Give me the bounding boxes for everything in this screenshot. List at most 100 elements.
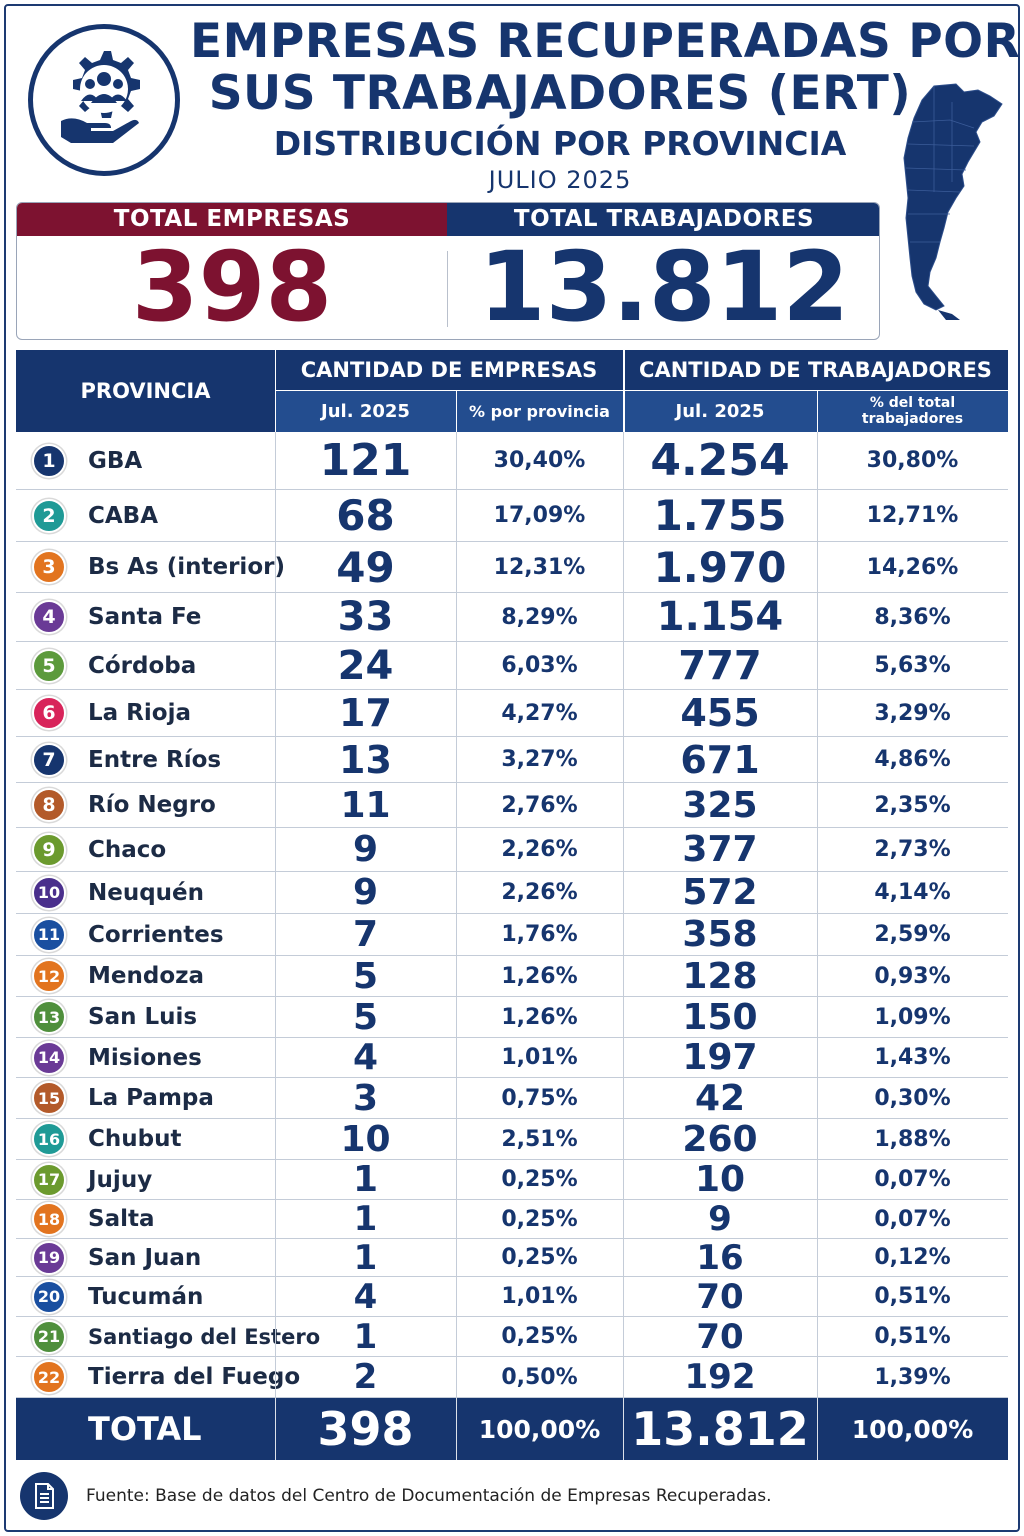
table-row: 5 Córdoba 24 6,03% 777 5,63% bbox=[16, 642, 1008, 690]
column-divider bbox=[456, 1357, 457, 1397]
col-header-trabajadores-pct-line1: % del total bbox=[869, 395, 956, 411]
row-trabajadores: 1.970 bbox=[653, 542, 787, 592]
row-provincia: 15 La Pampa bbox=[16, 1078, 275, 1118]
total-empresas-value: 398 bbox=[131, 231, 333, 340]
row-pct-trabajadores: 3,29% bbox=[874, 700, 951, 726]
row-pct-empresas: 1,26% bbox=[501, 1004, 578, 1030]
row-provincia: 18 Salta bbox=[16, 1200, 275, 1238]
column-divider bbox=[817, 642, 818, 689]
row-provincia: 8 Río Negro bbox=[16, 783, 275, 827]
rank-badge: 10 bbox=[32, 875, 66, 910]
row-pct-empresas: 1,76% bbox=[501, 922, 578, 947]
province-name: Neuquén bbox=[88, 879, 205, 906]
row-pct-trabajadores: 8,36% bbox=[874, 604, 951, 630]
column-divider bbox=[275, 828, 276, 871]
row-trabajadores: 16 bbox=[696, 1237, 744, 1278]
column-divider bbox=[456, 997, 457, 1037]
row-trabajadores: 70 bbox=[696, 1276, 744, 1317]
column-divider bbox=[275, 1078, 276, 1118]
row-pct-empresas: 2,76% bbox=[501, 792, 578, 818]
column-divider bbox=[456, 690, 457, 736]
source-note: Fuente: Base de datos del Centro de Docu… bbox=[86, 1486, 772, 1506]
column-divider bbox=[817, 593, 818, 641]
row-provincia: 19 San Juan bbox=[16, 1239, 275, 1276]
rank-badge: 16 bbox=[32, 1122, 66, 1156]
rank-badge: 12 bbox=[32, 959, 66, 993]
row-trabajadores: 150 bbox=[682, 996, 758, 1038]
row-provincia: 13 San Luis bbox=[16, 997, 275, 1037]
total-pct-empresas: 100,00% bbox=[478, 1414, 601, 1444]
column-divider bbox=[817, 490, 818, 541]
table-row: 14 Misiones 4 1,01% 197 1,43% bbox=[16, 1037, 1008, 1078]
column-divider bbox=[817, 1160, 818, 1199]
row-pct-empresas: 17,09% bbox=[493, 503, 586, 528]
province-name: Jujuy bbox=[88, 1166, 153, 1193]
row-provincia: 22 Tierra del Fuego bbox=[16, 1357, 300, 1397]
column-divider bbox=[817, 956, 818, 996]
column-divider bbox=[817, 690, 818, 736]
province-name: San Luis bbox=[88, 1004, 198, 1030]
header-divider bbox=[623, 350, 625, 432]
column-divider bbox=[275, 490, 276, 541]
page-title-line2: SUS TRABAJADORES (ERT) bbox=[208, 66, 912, 121]
rank-badge: 7 bbox=[32, 742, 66, 777]
rank-badge: 2 bbox=[32, 498, 66, 533]
row-pct-empresas: 1,26% bbox=[501, 963, 578, 989]
row-trabajadores: 128 bbox=[682, 955, 758, 997]
column-divider bbox=[275, 1277, 276, 1316]
row-provincia: 10 Neuquén bbox=[16, 872, 275, 913]
row-pct-empresas: 0,50% bbox=[501, 1364, 578, 1390]
page-date: JULIO 2025 bbox=[488, 166, 632, 194]
province-name: Chubut bbox=[88, 1126, 182, 1152]
table-row: 1 GBA 121 30,40% 4.254 30,80% bbox=[16, 432, 1008, 490]
row-pct-empresas: 0,25% bbox=[501, 1324, 578, 1349]
row-pct-empresas: 2,26% bbox=[501, 880, 578, 905]
column-divider bbox=[623, 1277, 624, 1316]
row-trabajadores: 70 bbox=[696, 1316, 744, 1357]
row-provincia: 21 Santiago del Estero bbox=[16, 1317, 320, 1356]
row-provincia: 5 Córdoba bbox=[16, 642, 275, 689]
table-row: 8 Río Negro 11 2,76% 325 2,35% bbox=[16, 783, 1008, 828]
column-divider bbox=[456, 1078, 457, 1118]
row-pct-trabajadores: 1,43% bbox=[874, 1045, 951, 1070]
row-empresas: 33 bbox=[337, 594, 394, 640]
row-empresas: 9 bbox=[352, 872, 379, 913]
column-divider bbox=[623, 1357, 624, 1397]
row-pct-empresas: 1,01% bbox=[501, 1045, 578, 1070]
province-name: Santa Fe bbox=[88, 604, 202, 630]
row-trabajadores: 4.254 bbox=[650, 435, 790, 486]
column-divider bbox=[623, 1119, 624, 1159]
rank-badge: 4 bbox=[32, 600, 66, 634]
row-pct-empresas: 0,75% bbox=[501, 1085, 578, 1111]
province-name: Corrientes bbox=[88, 921, 224, 948]
row-trabajadores: 572 bbox=[682, 872, 758, 913]
province-name: La Rioja bbox=[88, 700, 191, 726]
rank-badge: 9 bbox=[32, 832, 66, 867]
table-row: 13 San Luis 5 1,26% 150 1,09% bbox=[16, 997, 1008, 1038]
header-divider bbox=[817, 390, 818, 432]
table-row: 19 San Juan 1 0,25% 16 0,12% bbox=[16, 1237, 1008, 1278]
column-divider bbox=[623, 737, 624, 782]
total-empresas: 398 bbox=[317, 1402, 414, 1456]
row-pct-trabajadores: 0,12% bbox=[874, 1245, 951, 1270]
row-pct-trabajadores: 2,73% bbox=[874, 837, 951, 862]
row-pct-empresas: 6,03% bbox=[501, 653, 578, 678]
province-name: Tierra del Fuego bbox=[88, 1364, 301, 1390]
col-header-empresas-pct: % por provincia bbox=[456, 390, 623, 432]
rank-badge: 14 bbox=[32, 1040, 66, 1075]
column-divider bbox=[275, 872, 276, 913]
row-provincia: 7 Entre Ríos bbox=[16, 737, 275, 782]
rank-badge: 19 bbox=[32, 1240, 66, 1275]
column-divider bbox=[817, 1078, 818, 1118]
table-row: 12 Mendoza 5 1,26% 128 0,93% bbox=[16, 956, 1008, 997]
col-header-trabajadores-month: Jul. 2025 bbox=[623, 390, 817, 432]
row-trabajadores: 777 bbox=[678, 642, 762, 689]
column-divider bbox=[623, 1038, 624, 1077]
row-empresas: 5 bbox=[352, 955, 379, 997]
column-divider bbox=[275, 1239, 276, 1276]
column-divider bbox=[817, 1038, 818, 1077]
column-divider bbox=[456, 1200, 457, 1238]
column-divider bbox=[817, 737, 818, 782]
column-divider bbox=[623, 1398, 624, 1460]
total-empresas-label: TOTAL EMPRESAS bbox=[17, 203, 447, 236]
